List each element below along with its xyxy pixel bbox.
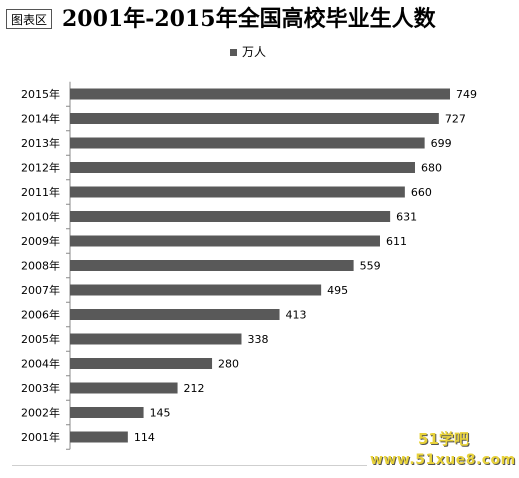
bar — [70, 235, 380, 247]
data-label: 495 — [327, 284, 348, 297]
data-label: 727 — [445, 113, 466, 126]
data-label: 280 — [218, 358, 239, 371]
data-label: 699 — [431, 137, 452, 150]
watermark-url: www.51xue8.com — [370, 452, 516, 468]
legend-swatch — [230, 48, 237, 56]
bar — [70, 407, 144, 418]
category-label: 2011年 — [21, 185, 60, 199]
category-label: 2012年 — [21, 161, 60, 175]
category-label: 2001年 — [21, 430, 60, 444]
bar — [70, 358, 213, 369]
bar — [70, 309, 280, 320]
category-label: 2002年 — [21, 406, 60, 420]
bar — [70, 333, 242, 345]
bar — [70, 113, 439, 124]
bar — [70, 211, 391, 222]
category-label: 2010年 — [21, 210, 60, 224]
bar — [70, 186, 405, 198]
bar — [70, 382, 178, 394]
legend: 万人 — [230, 44, 266, 60]
category-label: 2006年 — [21, 308, 60, 322]
data-label: 212 — [184, 382, 205, 395]
category-label: 2009年 — [21, 234, 60, 248]
data-label: 611 — [386, 235, 407, 248]
data-label: 559 — [360, 260, 381, 273]
category-label: 2008年 — [21, 259, 60, 273]
category-label: 2004年 — [21, 357, 60, 371]
category-label: 2005年 — [21, 332, 60, 346]
data-label: 338 — [247, 333, 268, 346]
data-label: 749 — [456, 88, 477, 101]
bottom-divider — [12, 465, 367, 466]
chart-title: 2001年-2015年全国高校毕业生人数 — [62, 6, 436, 32]
data-label: 631 — [396, 211, 417, 224]
chart-area-tag: 图表区 — [6, 9, 53, 29]
category-label: 2003年 — [21, 381, 60, 395]
data-label: 114 — [134, 431, 155, 444]
bar — [70, 88, 450, 100]
legend-label: 万人 — [242, 45, 267, 59]
category-label: 2013年 — [21, 136, 60, 150]
bar — [70, 431, 128, 443]
category-label: 2007年 — [21, 283, 60, 297]
bar — [70, 260, 354, 271]
bar — [70, 162, 415, 173]
bar — [70, 137, 425, 149]
category-label: 2015年 — [21, 87, 60, 101]
data-label: 660 — [411, 186, 432, 199]
bar — [70, 284, 322, 296]
data-label: 145 — [150, 407, 171, 420]
category-label: 2014年 — [21, 112, 60, 126]
data-label: 413 — [286, 309, 307, 322]
watermark-logo: 51学吧 — [418, 430, 469, 448]
data-label: 680 — [421, 162, 442, 175]
